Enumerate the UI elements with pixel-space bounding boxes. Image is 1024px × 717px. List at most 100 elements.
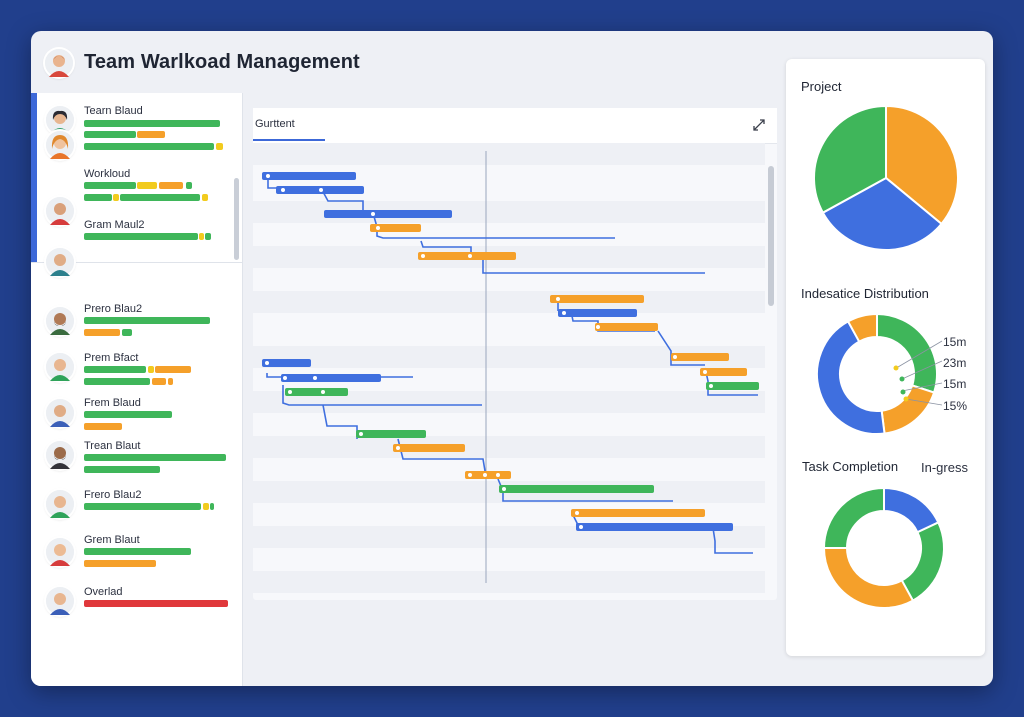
workload-bar (84, 182, 136, 189)
distribution-chart-title: Indesatice Distribution (801, 286, 929, 301)
avatar (46, 538, 74, 566)
distribution-leader-lines (893, 340, 943, 406)
user-avatar-icon (46, 248, 74, 276)
task-bar[interactable] (262, 359, 311, 367)
task-bar[interactable] (262, 172, 356, 180)
workload-bar (199, 233, 204, 240)
task-bar[interactable] (700, 368, 747, 376)
pie-slice-4[interactable] (846, 312, 878, 343)
workload-bar (84, 317, 210, 324)
workload-bar (84, 466, 160, 473)
task-bar[interactable] (706, 382, 759, 390)
completion-donut-chart (822, 486, 945, 609)
workload-bar (84, 503, 201, 510)
expand-icon[interactable] (751, 117, 767, 133)
task-bar[interactable] (571, 509, 705, 517)
task-bar[interactable] (281, 374, 381, 382)
pie-slice-3[interactable] (813, 104, 887, 215)
task-bar[interactable] (499, 485, 654, 493)
user-avatar-icon (46, 441, 74, 469)
team-panel: Tearn Blaud Workloud (31, 93, 243, 686)
user-avatar-icon (46, 131, 74, 159)
avatar (46, 106, 74, 134)
workload-bar (216, 143, 223, 150)
gantt-chart (253, 143, 765, 593)
user-avatar-icon (46, 490, 74, 518)
workload-bar (84, 366, 146, 373)
workload-bar (84, 143, 214, 150)
workload-bar (122, 329, 132, 336)
user-avatar-icon (45, 49, 73, 77)
project-pie-chart (813, 104, 959, 251)
task-bar[interactable] (418, 252, 516, 260)
task-bar[interactable] (324, 210, 452, 218)
workload-bar (84, 454, 226, 461)
avatar (46, 399, 74, 427)
workload-bar (84, 560, 156, 567)
project-chart-title: Project (801, 79, 842, 94)
user-avatar-icon (46, 353, 74, 381)
workload-bar (84, 423, 122, 430)
workload-bar (186, 182, 192, 189)
user-avatar-icon (46, 538, 74, 566)
task-bar[interactable] (576, 523, 733, 531)
task-bar[interactable] (393, 444, 465, 452)
selection-indicator (31, 93, 37, 263)
avatar (46, 248, 74, 276)
workload-bar (203, 503, 209, 510)
app-window: Team Warlkoad Management Tearn Blaud (31, 31, 993, 686)
tab-gantt[interactable]: Gurttent (255, 118, 295, 130)
member-name: Trean Blaut (84, 440, 141, 452)
workload-bar (202, 194, 208, 201)
workload-bar (84, 329, 120, 336)
avatar (46, 441, 74, 469)
workload-bar (168, 378, 173, 385)
pie-slice-4[interactable] (822, 486, 885, 549)
user-avatar-icon (46, 197, 74, 225)
task-bar[interactable] (465, 471, 511, 479)
task-markers (265, 174, 713, 529)
pie-slice-1[interactable] (885, 104, 959, 226)
pie-slice-3[interactable] (816, 320, 886, 435)
workload-bar (84, 411, 172, 418)
workload-bar (120, 194, 200, 201)
avatar (46, 353, 74, 381)
completion-chart-title: Task Completion (802, 459, 899, 474)
member-name: Overlad (84, 586, 123, 598)
divider (31, 262, 242, 263)
task-bar[interactable] (671, 353, 729, 361)
task-bar[interactable] (595, 323, 658, 331)
workload-bar (84, 548, 191, 555)
app-title: Team Warlkoad Management (84, 51, 360, 73)
member-name: Frero Blau2 (84, 489, 142, 501)
pie-slice-3[interactable] (822, 547, 915, 609)
distribution-label: 15m (943, 377, 967, 391)
avatar (46, 490, 74, 518)
workload-bar (148, 366, 154, 373)
gantt-scrollbar[interactable] (768, 166, 774, 306)
workload-bar (84, 120, 220, 127)
task-bars (262, 172, 759, 531)
task-bar[interactable] (558, 309, 637, 317)
workload-bar (84, 233, 198, 240)
avatar (46, 197, 74, 225)
overload-bar (84, 600, 228, 607)
task-bar[interactable] (356, 430, 426, 438)
distribution-label: 23m (943, 356, 967, 370)
pie-slice-2[interactable] (900, 521, 945, 602)
workload-bar (84, 378, 150, 385)
avatar (46, 587, 74, 615)
avatar[interactable] (45, 49, 73, 77)
task-bar[interactable] (550, 295, 644, 303)
task-bar[interactable] (370, 224, 421, 232)
avatar (46, 131, 74, 159)
user-avatar-icon (46, 307, 74, 335)
gantt-panel: Gurttent (253, 108, 777, 600)
workload-bar (113, 194, 119, 201)
team-scrollbar[interactable] (234, 178, 239, 260)
task-bar[interactable] (285, 388, 348, 396)
pie-slice-2[interactable] (821, 176, 943, 251)
user-avatar-icon (46, 399, 74, 427)
member-name: Prero Blau2 (84, 303, 143, 315)
active-tab-indicator (253, 139, 325, 141)
